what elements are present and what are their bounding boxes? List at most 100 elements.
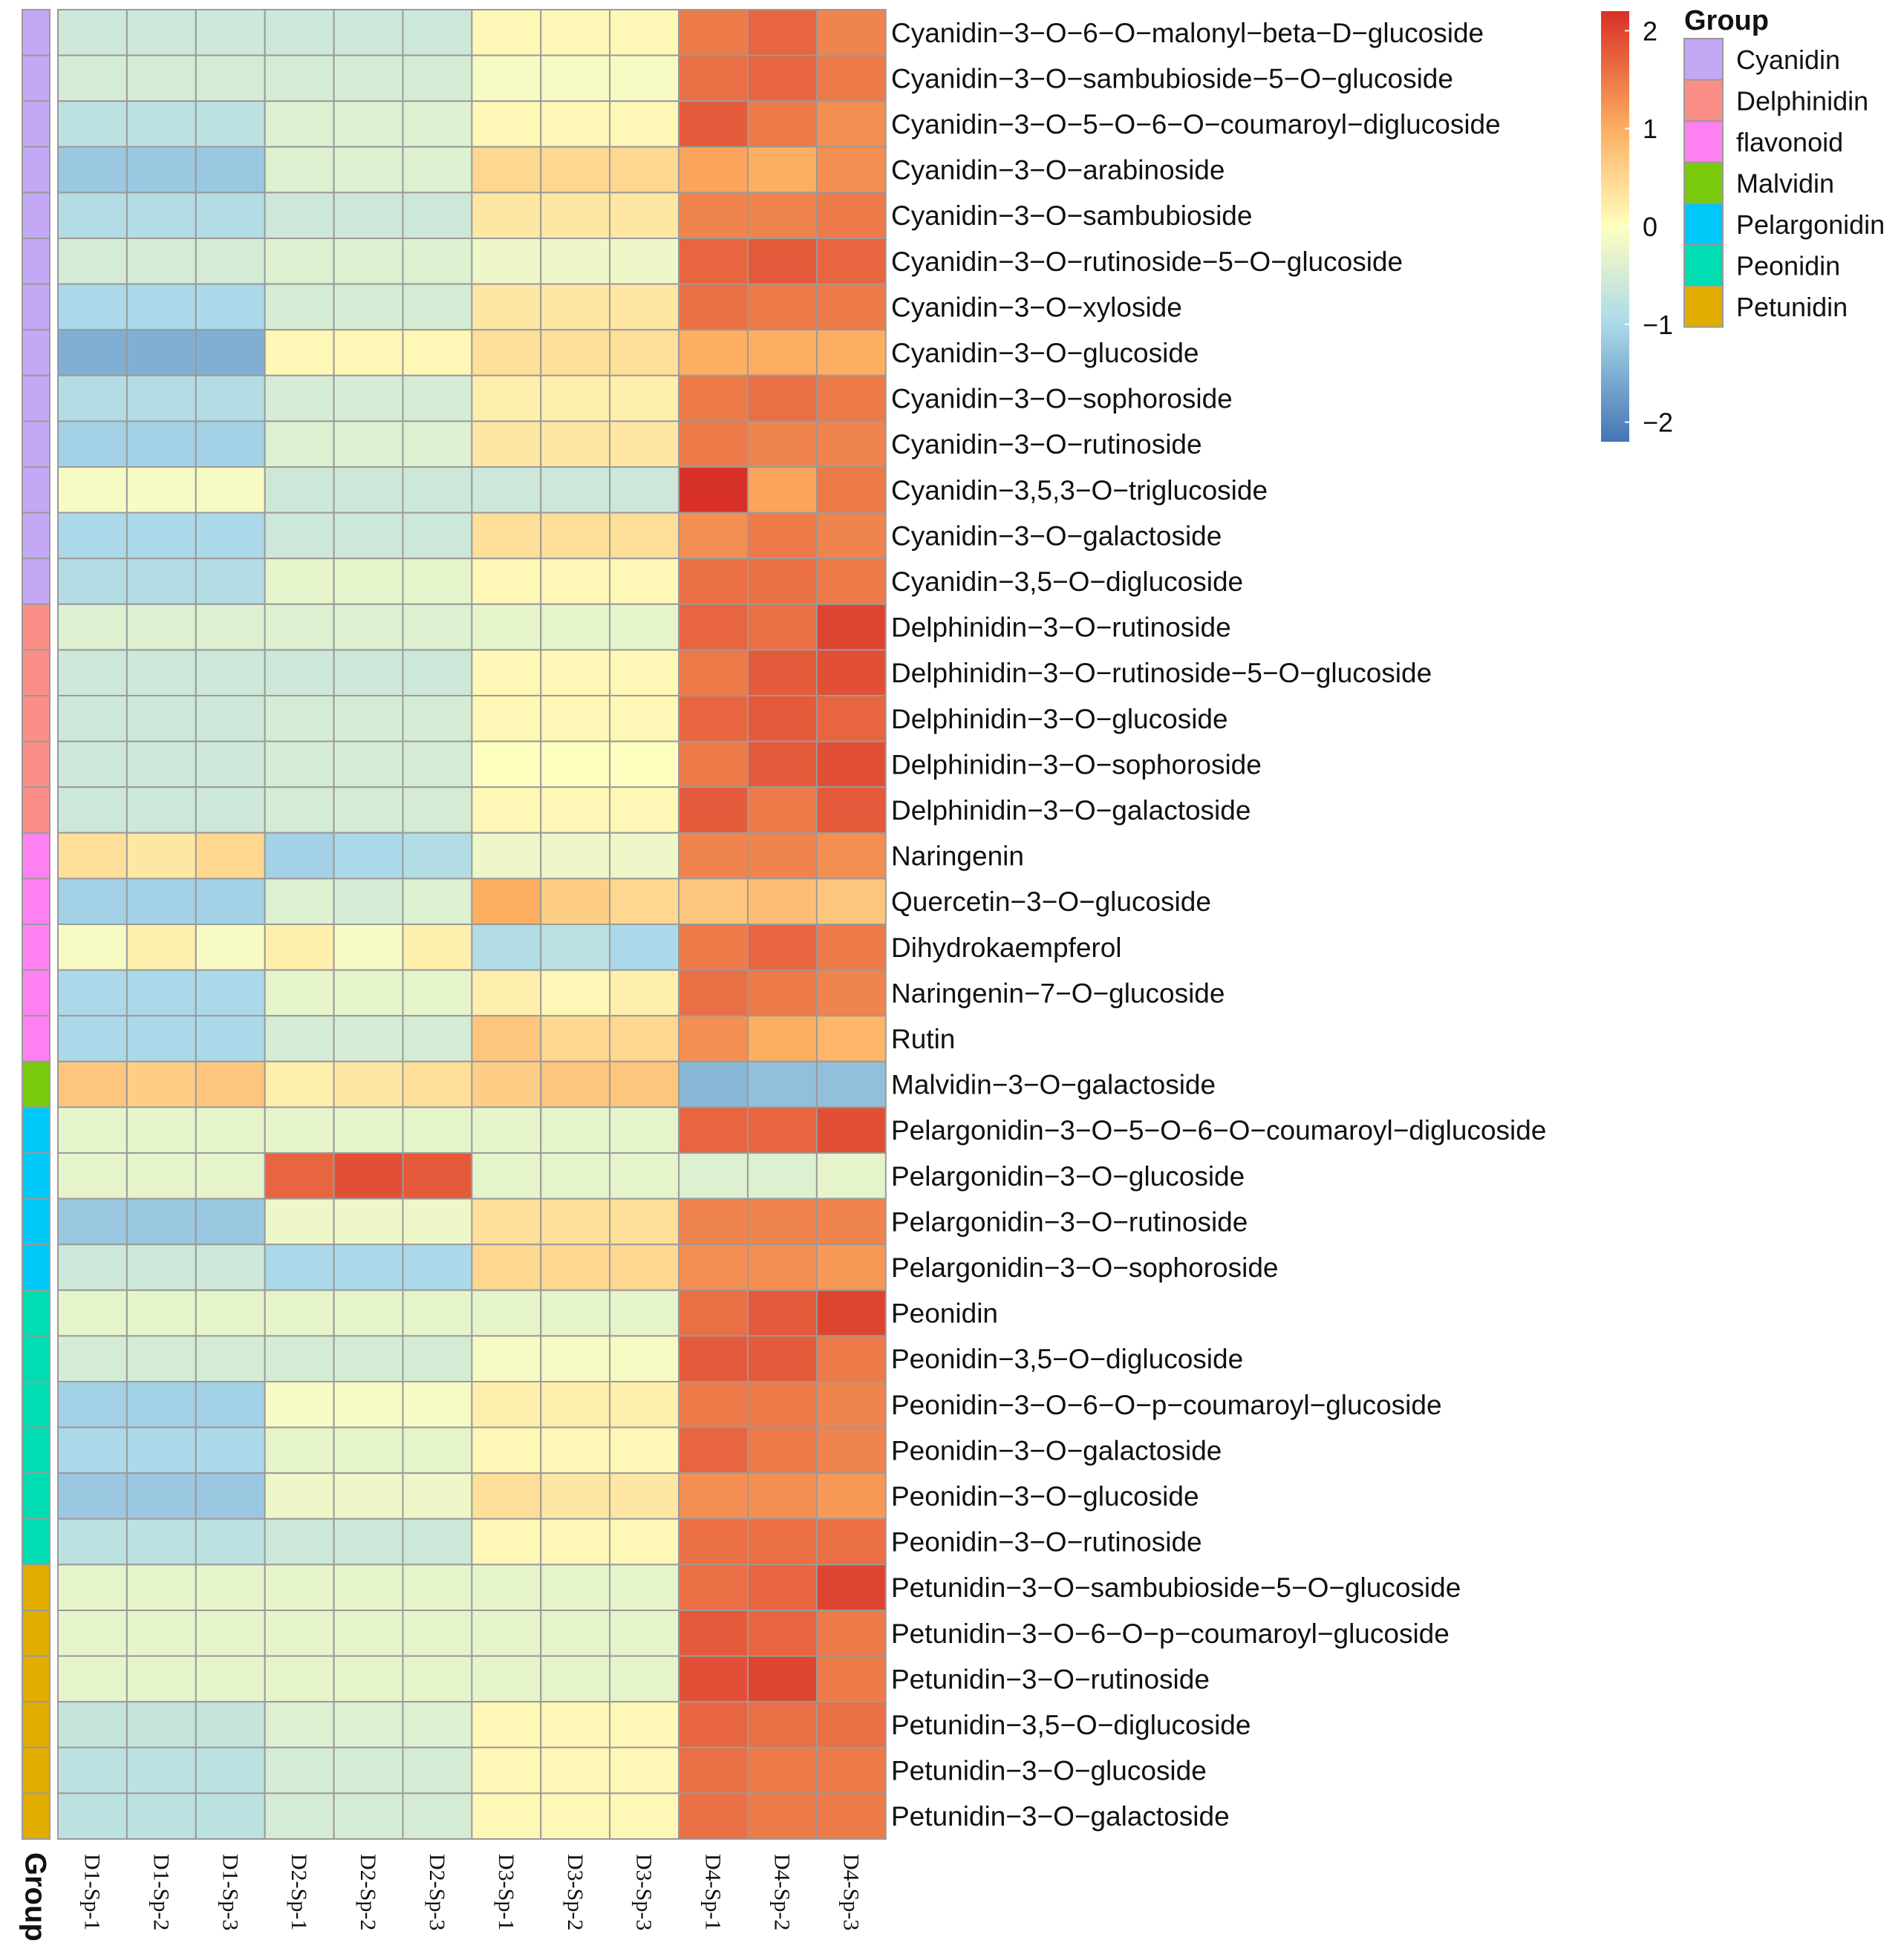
heatmap-cell-r3-d4-sp-2 [747, 100, 818, 148]
heatmap-cell-r34-d4-sp-2 [747, 1518, 818, 1566]
row-label-cyanidin-3-5-3-o-triglucoside: Cyanidin−3,5,3−O−triglucoside [891, 475, 1268, 506]
heatmap-cell-r6-d1-sp-3 [195, 238, 266, 285]
heatmap-cell-r29-d2-sp-2 [333, 1289, 404, 1337]
heatmap-cell-r7-d4-sp-2 [747, 283, 818, 331]
heatmap-cell-r23-d4-sp-2 [747, 1015, 818, 1062]
column-label-d3-sp-3: D3-Sp-3 [632, 1854, 656, 1930]
heatmap-cell-r35-d3-sp-3 [609, 1564, 680, 1611]
heatmap-cell-r13-d1-sp-3 [195, 558, 266, 605]
heatmap-cell-r34-d4-sp-3 [815, 1518, 887, 1566]
heatmap-cell-r30-d2-sp-2 [333, 1335, 404, 1383]
heatmap-cell-r1-d3-sp-2 [540, 9, 611, 56]
heatmap-cell-r39-d3-sp-2 [540, 1746, 611, 1794]
heatmap-cell-r17-d3-sp-1 [471, 740, 542, 788]
heatmap-cell-r7-d1-sp-1 [57, 283, 128, 331]
heatmap-cell-r33-d4-sp-1 [678, 1472, 749, 1520]
heatmap-cell-r40-d3-sp-1 [471, 1792, 542, 1840]
group-annotation-cell-peonidin [22, 1518, 50, 1566]
heatmap-cell-r17-d2-sp-2 [333, 740, 404, 788]
heatmap-cell-r25-d1-sp-2 [125, 1106, 197, 1154]
heatmap-cell-r1-d2-sp-3 [402, 9, 473, 56]
heatmap-cell-r22-d2-sp-3 [402, 969, 473, 1017]
group-legend-label-cyanidin: Cyanidin [1736, 45, 1840, 75]
heatmap-cell-r40-d2-sp-3 [402, 1792, 473, 1840]
group-annotation-cell-delphinidin [22, 695, 50, 742]
heatmap-cell-r36-d4-sp-1 [678, 1610, 749, 1657]
row-label-naringenin: Naringenin [891, 841, 1024, 872]
heatmap-cell-r21-d3-sp-1 [471, 924, 542, 971]
heatmap-cell-r18-d3-sp-2 [540, 786, 611, 834]
heatmap-cell-r33-d4-sp-2 [747, 1472, 818, 1520]
heatmap-cell-r16-d1-sp-1 [57, 695, 128, 742]
heatmap-cell-r18-d1-sp-1 [57, 786, 128, 834]
heatmap-cell-r35-d1-sp-2 [125, 1564, 197, 1611]
heatmap-cell-r18-d1-sp-2 [125, 786, 197, 834]
group-annotation-cell-peonidin [22, 1381, 50, 1428]
heatmap-cell-r9-d4-sp-1 [678, 374, 749, 422]
row-label-delphinidin-3-o-rutinoside-5-o-glucoside: Delphinidin−3−O−rutinoside−5−O−glucoside [891, 658, 1432, 688]
heatmap-cell-r17-d2-sp-1 [264, 740, 335, 788]
heatmap-cell-r27-d2-sp-1 [264, 1198, 335, 1246]
heatmap-cell-r14-d4-sp-1 [678, 603, 749, 651]
heatmap-cell-r35-d2-sp-2 [333, 1564, 404, 1611]
heatmap-cell-r32-d2-sp-3 [402, 1426, 473, 1474]
heatmap-cell-r40-d1-sp-2 [125, 1792, 197, 1840]
heatmap-cell-r1-d1-sp-1 [57, 9, 128, 56]
heatmap-cell-r17-d1-sp-3 [195, 740, 266, 788]
heatmap-cell-r33-d1-sp-2 [125, 1472, 197, 1520]
heatmap-cell-r12-d4-sp-2 [747, 512, 818, 560]
group-legend: Group Cyanidin Delphinidin flavonoid Malvid… [1683, 5, 1885, 328]
heatmap-cell-r19-d2-sp-2 [333, 832, 404, 880]
heatmap-cell-r29-d2-sp-1 [264, 1289, 335, 1337]
heatmap-cell-r34-d4-sp-1 [678, 1518, 749, 1566]
row-label-petunidin-3-5-o-diglucoside: Petunidin−3,5−O−diglucoside [891, 1710, 1251, 1740]
heatmap-cell-r32-d4-sp-3 [815, 1426, 887, 1474]
heatmap-cell-r9-d4-sp-3 [815, 374, 887, 422]
heatmap-cell-r12-d3-sp-1 [471, 512, 542, 560]
heatmap-cell-r10-d3-sp-3 [609, 420, 680, 468]
heatmap-cell-r35-d2-sp-3 [402, 1564, 473, 1611]
heatmap-cell-r37-d4-sp-3 [815, 1655, 887, 1703]
heatmap-cell-r23-d3-sp-2 [540, 1015, 611, 1062]
heatmap-cell-r4-d3-sp-2 [540, 146, 611, 194]
heatmap-cell-r34-d1-sp-3 [195, 1518, 266, 1566]
heatmap-cell-r29-d3-sp-1 [471, 1289, 542, 1337]
group-annotation-cell-pelargonidin [22, 1106, 50, 1154]
row-label-dihydrokaempferol: Dihydrokaempferol [891, 932, 1122, 963]
column-label-d1-sp-1: D1-Sp-1 [80, 1854, 105, 1930]
heatmap-cell-r10-d1-sp-1 [57, 420, 128, 468]
heatmap-cell-r32-d4-sp-1 [678, 1426, 749, 1474]
heatmap-cell-r12-d3-sp-3 [609, 512, 680, 560]
color-scale-bar [1601, 11, 1629, 442]
heatmap-cell-r13-d1-sp-2 [125, 558, 197, 605]
color-scale-tick-label: −1 [1643, 310, 1673, 340]
heatmap-cell-r13-d4-sp-1 [678, 558, 749, 605]
heatmap-cell-r33-d4-sp-3 [815, 1472, 887, 1520]
heatmap-cell-r24-d4-sp-1 [678, 1060, 749, 1108]
heatmap-cell-r36-d4-sp-3 [815, 1610, 887, 1657]
heatmap-cell-r25-d4-sp-3 [815, 1106, 887, 1154]
group-annotation-cell-flavonoid [22, 832, 50, 880]
group-annotation-cell-cyanidin [22, 420, 50, 468]
heatmap-cell-r13-d3-sp-1 [471, 558, 542, 605]
group-annotation-cell-cyanidin [22, 283, 50, 331]
heatmap-cell-r20-d1-sp-1 [57, 878, 128, 926]
heatmap-cell-r11-d4-sp-1 [678, 466, 749, 514]
row-label-cyanidin-3-o-6-o-malonyl-beta-d-glucoside: Cyanidin−3−O−6−O−malonyl−beta−D−glucosid… [891, 18, 1484, 48]
heatmap-cell-r23-d2-sp-2 [333, 1015, 404, 1062]
heatmap-cell-r25-d1-sp-3 [195, 1106, 266, 1154]
heatmap-cell-r3-d1-sp-2 [125, 100, 197, 148]
group-annotation-cell-flavonoid [22, 1015, 50, 1062]
heatmap-cell-r14-d1-sp-1 [57, 603, 128, 651]
heatmap-cell-r37-d4-sp-2 [747, 1655, 818, 1703]
heatmap-cell-r38-d3-sp-2 [540, 1701, 611, 1748]
heatmap-cell-r13-d4-sp-3 [815, 558, 887, 605]
heatmap-cell-r32-d2-sp-2 [333, 1426, 404, 1474]
group-annotation-column [22, 9, 50, 1840]
group-annotation-cell-peonidin [22, 1472, 50, 1520]
group-legend-label-malvidin: Malvidin [1736, 168, 1834, 198]
heatmap-cell-r6-d4-sp-2 [747, 238, 818, 285]
group-annotation-cell-peonidin [22, 1426, 50, 1474]
heatmap-cell-r24-d2-sp-3 [402, 1060, 473, 1108]
group-annotation-cell-petunidin [22, 1564, 50, 1611]
